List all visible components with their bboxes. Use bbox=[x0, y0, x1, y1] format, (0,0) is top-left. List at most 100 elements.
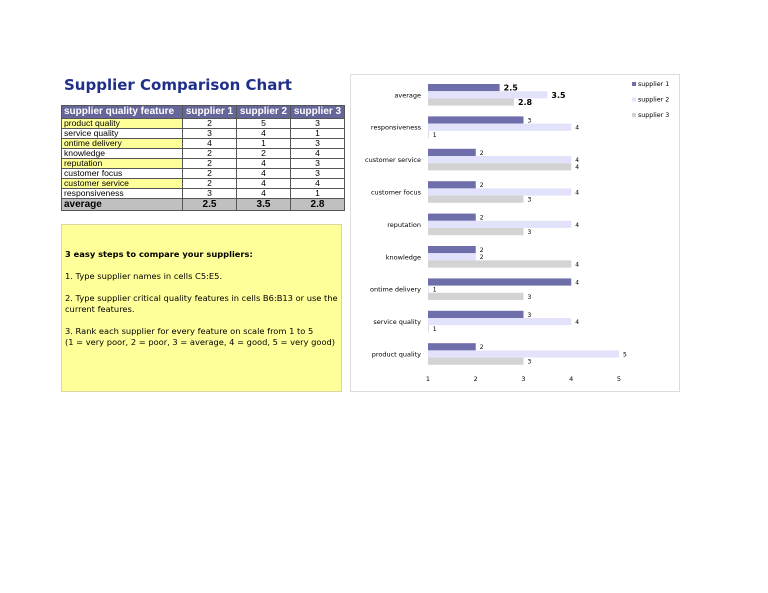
score-cell[interactable]: 2 bbox=[182, 168, 237, 179]
table-row: responsiveness 3 4 1 bbox=[61, 188, 345, 199]
instructions-box: 3 easy steps to compare your suppliers: … bbox=[61, 224, 342, 392]
feature-cell[interactable]: service quality bbox=[61, 128, 183, 139]
data-label: 3 bbox=[528, 117, 532, 124]
score-cell[interactable]: 4 bbox=[236, 178, 291, 189]
bar-supplier-1 bbox=[428, 148, 476, 156]
data-label: 3 bbox=[528, 197, 532, 204]
score-cell[interactable]: 4 bbox=[290, 148, 345, 159]
table-row: ontime delivery 4 1 3 bbox=[61, 138, 345, 149]
feature-cell[interactable]: ontime delivery bbox=[61, 138, 183, 149]
score-cell[interactable]: 4 bbox=[236, 188, 291, 199]
average-cell[interactable]: 2.8 bbox=[290, 198, 345, 211]
score-cell[interactable]: 2 bbox=[182, 148, 237, 159]
bar-supplier-2 bbox=[428, 350, 619, 358]
instructions-heading: 3 easy steps to compare your suppliers: bbox=[65, 249, 253, 259]
chart-svg: average 2.5 3.5 2.8 responsiveness 3 4 1 custome… bbox=[365, 81, 669, 383]
comparison-chart[interactable]: average 2.5 3.5 2.8 responsiveness 3 4 1 custome… bbox=[350, 74, 680, 392]
bar-supplier-3 bbox=[428, 163, 572, 171]
average-cell[interactable]: 3.5 bbox=[236, 198, 291, 211]
score-cell[interactable]: 3 bbox=[182, 128, 237, 139]
score-cell[interactable]: 1 bbox=[290, 188, 345, 199]
data-label: 4 bbox=[575, 222, 579, 229]
table-header-row: supplier quality feature supplier 1 supp… bbox=[61, 105, 345, 119]
score-cell[interactable]: 2 bbox=[182, 178, 237, 189]
bar-supplier-2 bbox=[428, 156, 572, 164]
data-label: 2 bbox=[480, 254, 484, 261]
legend-label: supplier 3 bbox=[638, 112, 669, 119]
score-cell[interactable]: 4 bbox=[236, 128, 291, 139]
bar-supplier-1 bbox=[428, 84, 500, 92]
score-cell[interactable]: 1 bbox=[236, 138, 291, 149]
header-supplier-1[interactable]: supplier 1 bbox=[182, 105, 237, 119]
data-label: 2 bbox=[480, 182, 484, 189]
header-feature[interactable]: supplier quality feature bbox=[61, 105, 183, 119]
bar-supplier-1 bbox=[428, 343, 476, 351]
data-label: 4 bbox=[575, 279, 579, 286]
average-cell[interactable]: 2.5 bbox=[182, 198, 237, 211]
data-label: 3 bbox=[528, 312, 532, 319]
feature-cell[interactable]: knowledge bbox=[61, 148, 183, 159]
score-cell[interactable]: 2 bbox=[182, 158, 237, 169]
feature-cell[interactable]: reputation bbox=[61, 158, 183, 169]
score-cell[interactable]: 3 bbox=[290, 118, 345, 129]
bar-supplier-3 bbox=[428, 357, 524, 365]
bar-supplier-2 bbox=[428, 91, 548, 99]
average-row: average 2.5 3.5 2.8 bbox=[61, 198, 345, 211]
score-cell[interactable]: 3 bbox=[182, 188, 237, 199]
feature-cell[interactable]: responsiveness bbox=[61, 188, 183, 199]
score-cell[interactable]: 4 bbox=[182, 138, 237, 149]
bar-supplier-1 bbox=[428, 278, 572, 286]
score-cell[interactable]: 4 bbox=[236, 158, 291, 169]
bar-supplier-3 bbox=[428, 260, 572, 268]
table-row: customer service 2 4 4 bbox=[61, 178, 345, 189]
score-cell[interactable]: 3 bbox=[290, 168, 345, 179]
instruction-step-1: 1. Type supplier names in cells C5:E5. bbox=[65, 271, 223, 281]
bar-supplier-2 bbox=[428, 285, 429, 293]
data-label: 1 bbox=[433, 287, 437, 294]
page-title: Supplier Comparison Chart bbox=[64, 76, 292, 94]
bar-supplier-2 bbox=[428, 318, 572, 326]
bar-supplier-3 bbox=[428, 292, 524, 300]
bar-supplier-3 bbox=[428, 195, 524, 203]
data-label: 4 bbox=[575, 125, 579, 132]
bar-supplier-3 bbox=[428, 228, 524, 236]
legend-swatch bbox=[632, 97, 636, 102]
feature-cell[interactable]: product quality bbox=[61, 118, 183, 129]
category-label: customer service bbox=[365, 156, 421, 164]
data-label: 3 bbox=[528, 229, 532, 236]
feature-cell[interactable]: customer service bbox=[61, 178, 183, 189]
instruction-step-2: 2. Type supplier critical quality featur… bbox=[65, 293, 338, 314]
category-label: product quality bbox=[372, 351, 421, 359]
bar-supplier-1 bbox=[428, 213, 476, 221]
score-cell[interactable]: 4 bbox=[290, 178, 345, 189]
category-label: knowledge bbox=[386, 253, 421, 261]
data-label: 1 bbox=[433, 132, 437, 139]
category-label: service quality bbox=[373, 318, 421, 326]
score-cell[interactable]: 3 bbox=[290, 158, 345, 169]
data-label: 5 bbox=[623, 351, 627, 358]
header-supplier-2[interactable]: supplier 2 bbox=[236, 105, 291, 119]
score-cell[interactable]: 1 bbox=[290, 128, 345, 139]
score-cell[interactable]: 2 bbox=[182, 118, 237, 129]
score-cell[interactable]: 5 bbox=[236, 118, 291, 129]
bar-supplier-3 bbox=[428, 98, 514, 106]
bar-supplier-2 bbox=[428, 220, 572, 228]
category-label: average bbox=[394, 91, 421, 99]
data-label: 3.5 bbox=[551, 91, 566, 100]
average-label[interactable]: average bbox=[61, 198, 183, 211]
data-label: 2.5 bbox=[504, 84, 519, 93]
data-label: 4 bbox=[575, 189, 579, 196]
instruction-step-3-scale: (1 = very poor, 2 = poor, 3 = average, 4… bbox=[65, 337, 336, 347]
data-label: 4 bbox=[575, 164, 579, 171]
data-label: 4 bbox=[575, 157, 579, 164]
category-label: ontime delivery bbox=[370, 286, 421, 294]
bar-supplier-3 bbox=[428, 130, 429, 138]
header-supplier-3[interactable]: supplier 3 bbox=[290, 105, 345, 119]
x-tick-label: 2 bbox=[474, 375, 478, 383]
table-row: service quality 3 4 1 bbox=[61, 128, 345, 139]
score-cell[interactable]: 2 bbox=[236, 148, 291, 159]
feature-cell[interactable]: customer focus bbox=[61, 168, 183, 179]
score-cell[interactable]: 4 bbox=[236, 168, 291, 179]
bar-supplier-2 bbox=[428, 123, 572, 131]
score-cell[interactable]: 3 bbox=[290, 138, 345, 149]
